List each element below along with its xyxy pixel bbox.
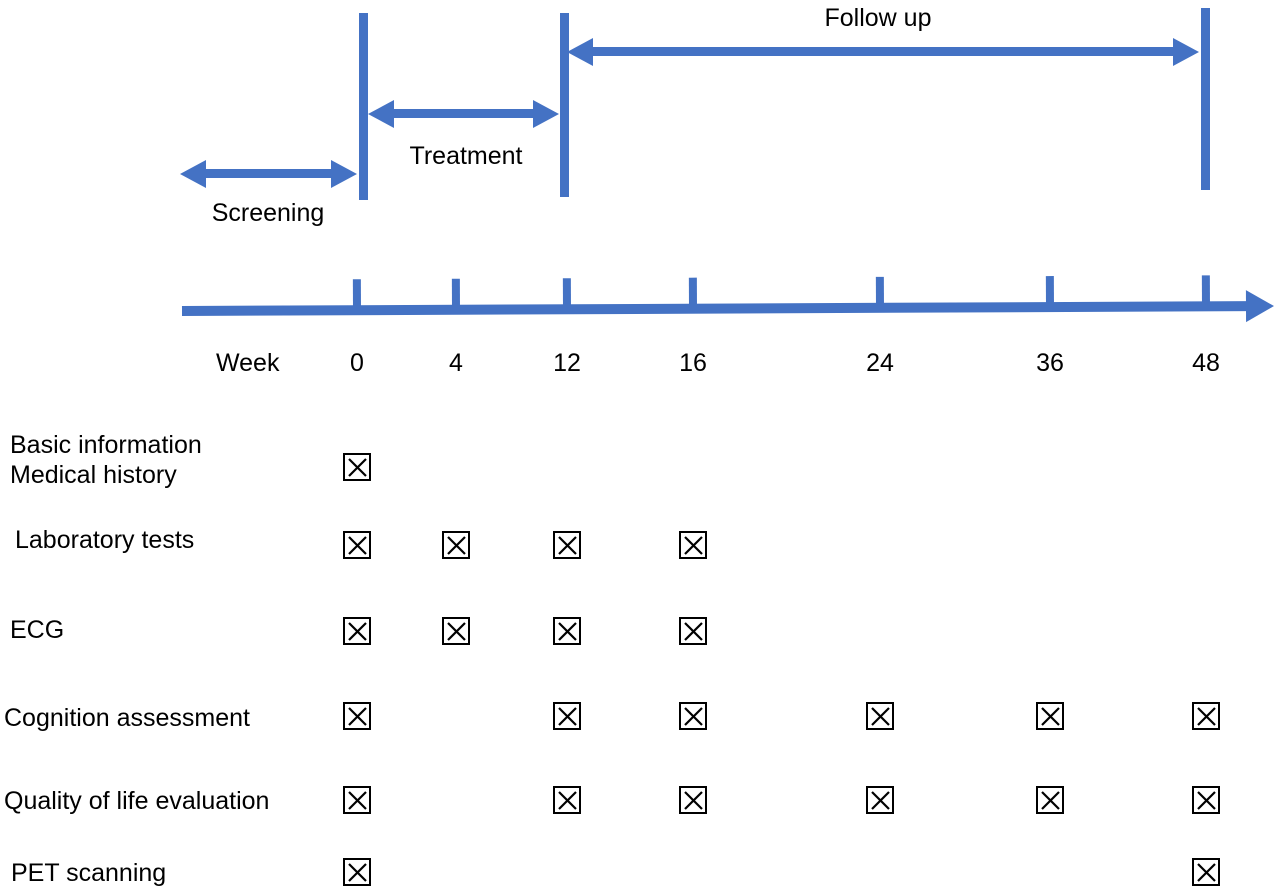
checked-box-week-16 [679, 531, 707, 559]
checked-box-week-0 [343, 531, 371, 559]
checked-box-week-12 [553, 702, 581, 730]
x-mark-icon [446, 535, 466, 555]
checked-box-week-48 [1192, 702, 1220, 730]
checked-box-week-48 [1192, 858, 1220, 886]
x-mark-icon [1196, 862, 1216, 882]
checked-box-week-36 [1036, 702, 1064, 730]
checked-box-week-12 [553, 617, 581, 645]
checked-box-week-0 [343, 702, 371, 730]
assessment-label: Quality of life evaluation [4, 786, 269, 816]
arrow-head-right-icon [331, 160, 357, 188]
week-number-12: 12 [553, 349, 581, 377]
x-mark-icon [1040, 706, 1060, 726]
week-number-16: 16 [679, 349, 707, 377]
assessment-label: Basic information Medical history [10, 430, 202, 490]
x-mark-icon [347, 706, 367, 726]
arrow-head-left-icon [567, 38, 593, 66]
x-mark-icon [446, 621, 466, 641]
arrow-head-right-icon [1173, 38, 1199, 66]
screening-label: Screening [211, 199, 325, 227]
x-mark-icon [347, 862, 367, 882]
checked-box-week-0 [343, 786, 371, 814]
checked-box-week-16 [679, 786, 707, 814]
checked-box-week-0 [343, 858, 371, 886]
week-number-0: 0 [350, 349, 364, 377]
x-mark-icon [557, 706, 577, 726]
axis-ticks [0, 0, 1279, 308]
x-mark-icon [683, 535, 703, 555]
assessment-label: Cognition assessment [4, 703, 250, 733]
checked-box-week-48 [1192, 786, 1220, 814]
arrow-head-left-icon [368, 100, 394, 128]
axis-line [181, 301, 1249, 316]
checked-box-week-4 [442, 617, 470, 645]
checked-box-week-24 [866, 786, 894, 814]
x-mark-icon [870, 790, 890, 810]
milestone-line-week12 [560, 13, 569, 197]
axis-tick-week-12 [562, 278, 571, 307]
arrow-head-left-icon [180, 160, 206, 188]
week-number-48: 48 [1192, 349, 1220, 377]
arrow-shaft [204, 169, 335, 178]
checked-box-week-24 [866, 702, 894, 730]
week-number-24: 24 [866, 349, 894, 377]
axis-tick-week-48 [1201, 275, 1210, 304]
axis-tick-week-24 [875, 276, 884, 305]
x-mark-icon [1196, 706, 1216, 726]
axis-tick-week-16 [688, 277, 697, 306]
x-mark-icon [870, 706, 890, 726]
checked-box-week-16 [679, 702, 707, 730]
x-mark-icon [683, 621, 703, 641]
assessment-label-line: Quality of life evaluation [4, 787, 270, 815]
x-mark-icon [1196, 790, 1216, 810]
checked-box-week-16 [679, 617, 707, 645]
x-mark-icon [557, 535, 577, 555]
assessment-label: PET scanning [11, 858, 166, 888]
axis-tick-week-0 [352, 279, 361, 308]
arrow-head-right-icon [533, 100, 559, 128]
milestone-line-week0 [359, 13, 368, 200]
milestone-line-week48 [1201, 8, 1210, 190]
assessment-label-line: ECG [10, 616, 65, 644]
x-mark-icon [683, 706, 703, 726]
assessment-label-line: PET scanning [11, 859, 167, 887]
axis-tick-week-36 [1045, 276, 1054, 305]
week-axis-label: Week [216, 349, 280, 377]
x-mark-icon [557, 790, 577, 810]
assessment-label-line: Basic information [10, 431, 202, 459]
checked-box-week-4 [442, 531, 470, 559]
treatment-label: Treatment [409, 142, 523, 170]
assessment-label-line: Medical history [10, 461, 177, 489]
x-mark-icon [347, 621, 367, 641]
assessment-label: ECG [10, 615, 64, 645]
checked-box-week-12 [553, 531, 581, 559]
x-mark-icon [557, 621, 577, 641]
checked-box-week-0 [343, 453, 371, 481]
assessment-label-line: Laboratory tests [15, 526, 195, 554]
axis-tick-week-4 [451, 278, 460, 307]
assessment-label-line: Cognition assessment [4, 704, 250, 732]
arrow-shaft [392, 109, 535, 118]
x-mark-icon [347, 457, 367, 477]
week-number-36: 36 [1036, 349, 1064, 377]
axis-arrowhead-icon [1245, 290, 1275, 323]
arrow-shaft [591, 47, 1175, 56]
assessment-label: Laboratory tests [15, 525, 194, 555]
x-mark-icon [347, 535, 367, 555]
follow-up-label: Follow up [824, 4, 932, 32]
x-mark-icon [1040, 790, 1060, 810]
week-number-4: 4 [449, 349, 463, 377]
checked-box-week-12 [553, 786, 581, 814]
x-mark-icon [683, 790, 703, 810]
checked-box-week-36 [1036, 786, 1064, 814]
x-mark-icon [347, 790, 367, 810]
checked-box-week-0 [343, 617, 371, 645]
